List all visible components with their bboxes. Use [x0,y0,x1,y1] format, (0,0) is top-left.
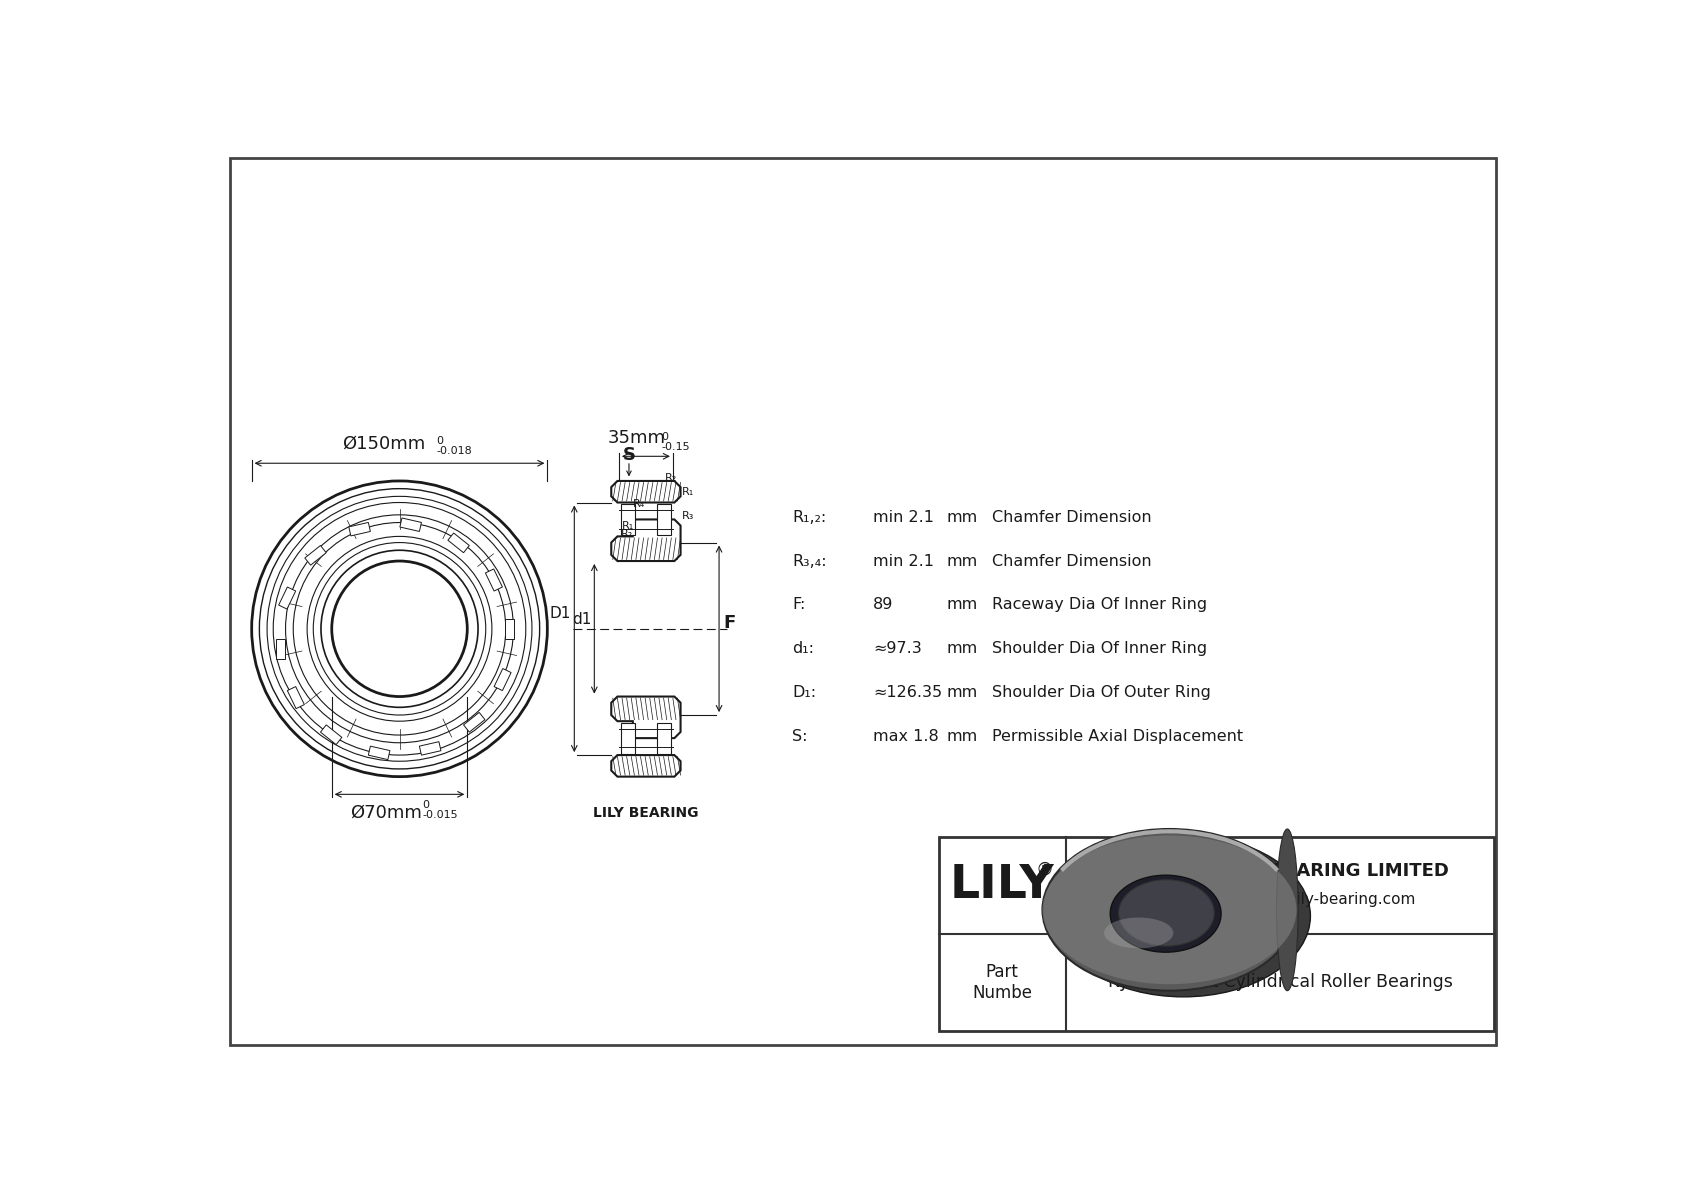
Bar [485,569,502,591]
Text: mm: mm [946,641,977,656]
Ellipse shape [1105,917,1174,948]
Ellipse shape [1056,835,1310,997]
Text: F: F [724,613,736,631]
Bar [657,723,670,754]
Bar [657,504,670,535]
Text: mm: mm [946,510,977,525]
Text: 89: 89 [872,598,894,612]
Text: ≈126.35: ≈126.35 [872,685,941,700]
Text: ®: ® [1036,861,1054,879]
Text: -0.018: -0.018 [436,445,472,455]
Text: mm: mm [946,554,977,568]
Bar [278,587,296,609]
Text: Shoulder Dia Of Inner Ring: Shoulder Dia Of Inner Ring [992,641,1207,656]
Text: mm: mm [946,685,977,700]
Text: Chamfer Dimension: Chamfer Dimension [992,554,1152,568]
Text: mm: mm [946,729,977,744]
Text: 0: 0 [436,436,443,447]
Text: NJ 314 ECML Cylindrical Roller Bearings: NJ 314 ECML Cylindrical Roller Bearings [1108,973,1452,991]
Text: S: S [623,445,635,463]
Bar [448,534,470,553]
Text: D₁:: D₁: [791,685,817,700]
Polygon shape [611,519,680,561]
Text: 35mm: 35mm [608,429,665,447]
Text: R₃: R₃ [682,511,694,522]
Bar [621,723,635,754]
Text: Permissible Axial Displacement: Permissible Axial Displacement [992,729,1243,744]
Bar [505,619,514,638]
Ellipse shape [1276,829,1298,991]
Text: max 1.8: max 1.8 [872,729,938,744]
Text: S:: S: [791,729,808,744]
Text: R₁: R₁ [621,520,635,531]
Text: Part
Numbe: Part Numbe [972,962,1032,1002]
Text: Ø150mm: Ø150mm [342,435,426,453]
Text: D1: D1 [551,606,571,621]
Text: d₁:: d₁: [791,641,813,656]
Bar [305,545,327,566]
Text: F:: F: [791,598,805,612]
Text: R₁,₂:: R₁,₂: [791,510,827,525]
Bar [288,686,305,709]
Ellipse shape [1110,875,1221,952]
Text: -0.015: -0.015 [423,810,458,819]
Polygon shape [611,755,680,777]
Text: R₂: R₂ [620,529,633,538]
Text: SHANGHAI LILY BEARING LIMITED: SHANGHAI LILY BEARING LIMITED [1111,862,1448,880]
Text: Chamfer Dimension: Chamfer Dimension [992,510,1152,525]
Text: Email: lilybearing@lily-bearing.com: Email: lilybearing@lily-bearing.com [1145,891,1416,906]
Text: -0.15: -0.15 [662,442,690,451]
Text: LILY BEARING: LILY BEARING [593,806,699,819]
Text: Shoulder Dia Of Outer Ring: Shoulder Dia Of Outer Ring [992,685,1211,700]
Text: R₁: R₁ [682,487,694,497]
Bar [349,523,370,536]
Ellipse shape [1118,880,1214,946]
Bar [320,725,342,744]
Ellipse shape [1042,835,1297,984]
Polygon shape [611,481,680,503]
Text: 0: 0 [662,432,669,442]
Polygon shape [611,697,680,738]
Text: ≈97.3: ≈97.3 [872,641,921,656]
Text: LILY: LILY [950,862,1054,908]
Bar [621,504,635,535]
Text: R₂: R₂ [665,473,677,484]
Text: 0: 0 [423,800,429,811]
Bar [419,742,441,755]
Text: min 2.1: min 2.1 [872,510,935,525]
Text: d1: d1 [573,612,591,626]
Ellipse shape [1042,829,1297,991]
Text: Raceway Dia Of Inner Ring: Raceway Dia Of Inner Ring [992,598,1207,612]
Bar [369,746,391,760]
Bar [493,668,512,691]
Text: R₃,₄:: R₃,₄: [791,554,827,568]
Bar [276,638,285,659]
Bar [938,837,1494,1030]
Text: Ø70mm: Ø70mm [350,804,421,822]
Text: R₄: R₄ [633,499,645,510]
Text: min 2.1: min 2.1 [872,554,935,568]
Text: mm: mm [946,598,977,612]
Bar [399,518,421,531]
Bar [463,712,485,732]
